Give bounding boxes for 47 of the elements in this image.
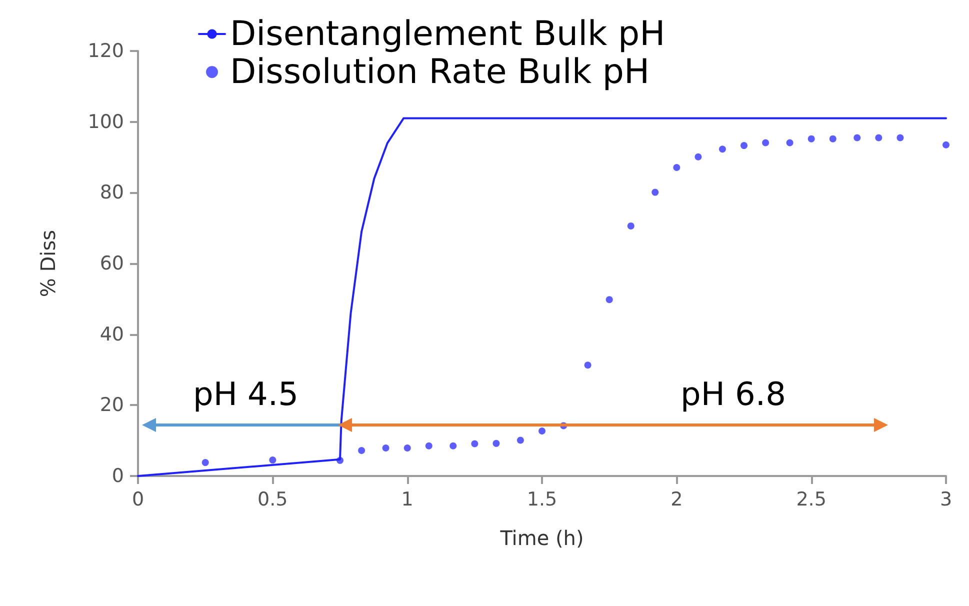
x-tick-label: 3 xyxy=(940,488,952,510)
point xyxy=(762,139,770,146)
x-tick-label: 1.5 xyxy=(526,488,558,510)
point xyxy=(875,134,882,142)
point xyxy=(854,134,861,142)
annotation: pH 4.5 xyxy=(193,375,298,413)
point xyxy=(425,442,432,450)
point xyxy=(808,135,815,142)
point xyxy=(382,444,390,452)
point xyxy=(584,362,592,369)
legend-label: Disentanglement Bulk pH xyxy=(230,14,666,54)
point xyxy=(358,447,366,454)
point xyxy=(829,135,836,142)
y-tick-label: 120 xyxy=(88,40,124,62)
point xyxy=(786,139,794,146)
point xyxy=(896,134,904,142)
point xyxy=(516,436,524,444)
point xyxy=(740,142,748,150)
y-tick-label: 0 xyxy=(112,465,124,487)
y-tick-label: 100 xyxy=(88,110,124,133)
point xyxy=(694,153,702,160)
y-tick-label: 60 xyxy=(100,252,124,274)
x-tick-label: 2 xyxy=(670,488,683,510)
annotation: pH 6.8 xyxy=(680,375,786,413)
point xyxy=(942,141,950,148)
point xyxy=(606,296,613,304)
point xyxy=(673,164,680,172)
y-tick-label: 20 xyxy=(100,394,124,416)
point xyxy=(471,440,478,448)
y-tick-label: 80 xyxy=(100,182,124,204)
point xyxy=(627,222,634,230)
point xyxy=(492,440,500,447)
point xyxy=(269,456,276,464)
y-tick-label: 40 xyxy=(100,323,124,346)
point xyxy=(202,459,209,466)
x-axis-title: Time (h) xyxy=(499,526,584,550)
x-tick-label: 0.5 xyxy=(258,488,288,510)
x-tick-label: 2.5 xyxy=(796,488,826,510)
point xyxy=(652,188,659,196)
x-tick-label: 1 xyxy=(401,488,414,510)
y-axis-title: % Diss xyxy=(36,230,60,298)
x-tick-label: 0 xyxy=(132,488,144,510)
point xyxy=(404,444,411,452)
point xyxy=(450,442,457,450)
point xyxy=(718,146,726,153)
point xyxy=(538,428,546,435)
legend-label: Dissolution Rate Bulk pH xyxy=(230,52,650,92)
